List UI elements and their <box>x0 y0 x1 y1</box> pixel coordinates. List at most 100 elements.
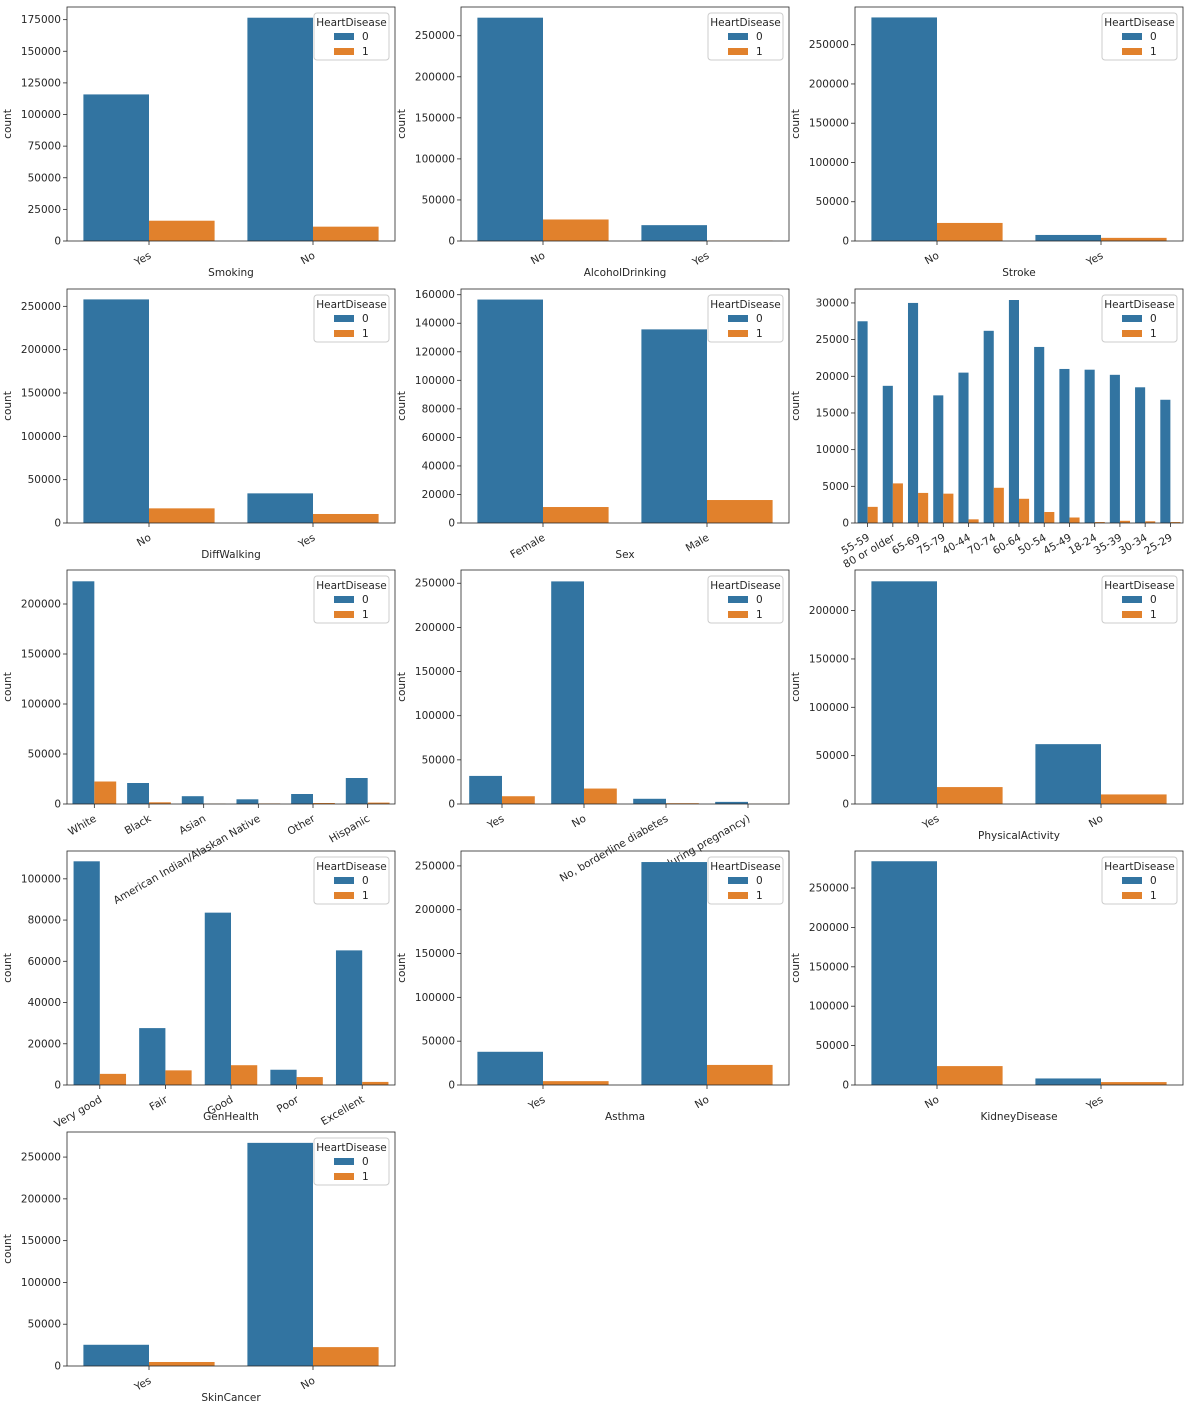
x-tick-label: No <box>299 250 317 268</box>
bar-series1-cat4 <box>968 519 979 523</box>
legend-label-0: 0 <box>756 313 763 325</box>
legend-swatch-1 <box>334 1173 354 1180</box>
axes-frame <box>460 850 790 1086</box>
bar-series1-cat1 <box>707 1064 773 1085</box>
y-tick-label: 200000 <box>809 922 849 934</box>
legend-title: HeartDisease <box>316 1142 387 1154</box>
y-axis-label: count <box>790 672 802 702</box>
bar-series0-cat11 <box>1135 387 1146 523</box>
legend-label-1: 1 <box>1150 609 1157 621</box>
bar-series0-cat0 <box>871 861 937 1085</box>
x-tick-label: Hispanic <box>327 813 372 846</box>
bar-series1-cat0 <box>502 796 535 804</box>
legend-title: HeartDisease <box>710 861 781 873</box>
chart-panel-3: 0 50000 100000 150000 200000 250000 No Yes count… <box>2 288 396 561</box>
bar-series0-cat2 <box>633 798 666 804</box>
legend-swatch-0 <box>334 877 354 884</box>
x-tick-label: No <box>135 532 153 550</box>
x-tick-label: No <box>1087 813 1105 831</box>
legend: HeartDisease 0 1 <box>707 575 784 624</box>
chart-panel-2: 0 50000 100000 150000 200000 250000 No Yes count… <box>790 6 1184 279</box>
legend-swatch-1 <box>728 892 748 899</box>
bar-series0-cat1 <box>247 493 313 523</box>
x-tick-label: No <box>529 250 547 268</box>
bar-series0-cat1 <box>139 1028 166 1085</box>
legend: HeartDisease 0 1 <box>707 294 784 343</box>
legend-swatch-1 <box>728 611 748 618</box>
bar-series0-cat1 <box>641 329 707 523</box>
y-tick-label: 0 <box>54 518 61 530</box>
x-tick-label: Yes <box>1084 1094 1106 1113</box>
bar-series1-cat1 <box>707 500 773 523</box>
legend-swatch-0 <box>1122 877 1142 884</box>
y-tick-label: 150000 <box>415 666 455 678</box>
y-tick-label: 0 <box>54 236 61 248</box>
y-tick-label: 100000 <box>415 992 455 1004</box>
x-tick-label: Yes <box>485 813 507 832</box>
x-axis-label: DiffWalking <box>201 549 261 561</box>
legend-label-1: 1 <box>362 1171 369 1183</box>
bar-series0-cat5 <box>983 330 994 523</box>
y-tick-label: 40000 <box>422 460 455 472</box>
y-tick-label: 25000 <box>28 204 61 216</box>
bar-series1-cat0 <box>149 1361 215 1366</box>
x-tick-label: Yes <box>132 1375 154 1394</box>
bar-series1-cat5 <box>993 487 1004 523</box>
legend-title: HeartDisease <box>1104 17 1175 29</box>
legend-swatch-0 <box>728 877 748 884</box>
y-tick-label: 200000 <box>809 605 849 617</box>
x-tick-label: Other <box>285 812 317 838</box>
y-tick-label: 50000 <box>28 749 61 761</box>
axes-frame <box>66 288 396 524</box>
legend-swatch-0 <box>728 596 748 603</box>
legend-title: HeartDisease <box>710 17 781 29</box>
bar-series0-cat1 <box>1035 234 1101 241</box>
legend: HeartDisease 0 1 <box>313 12 390 61</box>
bar-series1-cat1 <box>165 1070 192 1085</box>
y-tick-label: 150000 <box>415 948 455 960</box>
bar-series0-cat4 <box>335 950 363 1085</box>
axes-frame <box>854 6 1184 242</box>
bar-series0-cat0 <box>871 17 937 242</box>
y-tick-label: 250000 <box>415 860 455 872</box>
y-tick-label: 200000 <box>415 622 455 634</box>
legend-label-1: 1 <box>756 328 763 340</box>
y-axis-label: count <box>2 109 14 139</box>
legend-label-1: 1 <box>1150 46 1157 58</box>
y-axis-label: count <box>396 391 408 421</box>
y-tick-label: 150000 <box>21 649 61 661</box>
bar-series1-cat1 <box>584 788 617 804</box>
legend-swatch-1 <box>728 48 748 55</box>
y-tick-label: 50000 <box>816 196 849 208</box>
legend-swatch-0 <box>334 33 354 40</box>
y-tick-label: 100000 <box>21 1277 61 1289</box>
legend: HeartDisease 0 1 <box>1101 294 1178 343</box>
bar-series1-cat9 <box>1094 522 1105 523</box>
bar-series0-cat0 <box>477 17 543 242</box>
bar-series0-cat7 <box>1034 346 1045 523</box>
bar-series1-cat0 <box>543 219 609 241</box>
legend-swatch-0 <box>728 33 748 40</box>
chart-panel-12: 0 50000 100000 150000 200000 250000 Yes No count… <box>2 1131 396 1404</box>
legend-swatch-1 <box>1122 330 1142 337</box>
bar-series1-cat1 <box>313 226 379 241</box>
legend: HeartDisease 0 1 <box>313 575 390 624</box>
legend-title: HeartDisease <box>710 580 781 592</box>
y-tick-label: 0 <box>54 799 61 811</box>
legend-swatch-0 <box>334 596 354 603</box>
y-tick-label: 100000 <box>809 702 849 714</box>
legend: HeartDisease 0 1 <box>1101 575 1178 624</box>
y-tick-label: 150000 <box>809 961 849 973</box>
legend: HeartDisease 0 1 <box>1101 12 1178 61</box>
y-tick-label: 100000 <box>809 1001 849 1013</box>
bar-series1-cat5 <box>367 802 390 804</box>
bar-series0-cat10 <box>1109 374 1120 523</box>
y-tick-label: 20000 <box>422 489 455 501</box>
bar-series1-cat2 <box>231 1065 258 1085</box>
x-axis-label: Asthma <box>605 1111 645 1123</box>
legend-swatch-1 <box>1122 611 1142 618</box>
chart-panel-1: 0 50000 100000 150000 200000 250000 No Yes count… <box>396 6 790 279</box>
legend-swatch-0 <box>334 315 354 322</box>
legend-swatch-1 <box>334 611 354 618</box>
